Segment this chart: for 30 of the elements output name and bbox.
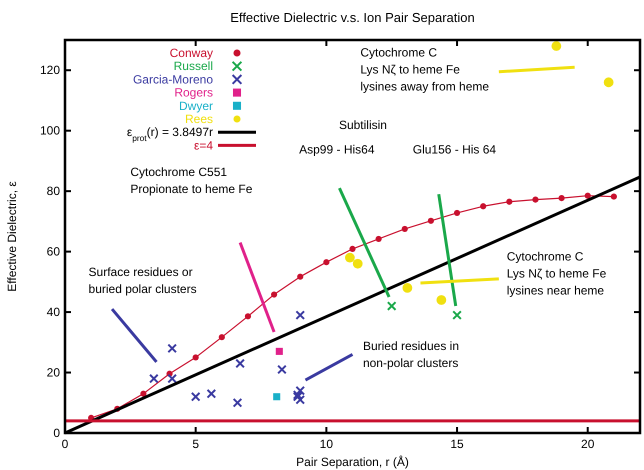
- y-tick-label: 120: [40, 63, 60, 78]
- annotation: Cytochrome C Lys Nζ to heme Fe lysines near heme: [506, 250, 607, 298]
- legend-label: Dwyer: [178, 98, 213, 113]
- x-tick-label: 0: [62, 437, 69, 451]
- x-axis-title: Pair Separation, r (Å): [296, 455, 409, 469]
- annotation: Surface residues or buried polar clusters: [88, 264, 197, 296]
- annotation: Cytochrome C Lys Nζ to heme Fe lysines away from heme: [360, 46, 490, 94]
- x-tick-label: 20: [581, 437, 595, 451]
- chart-title: Effective Dielectric v.s. Ion Pair Separation: [230, 10, 475, 25]
- legend-label: Garcia-Moreno: [132, 72, 214, 86]
- legend-label: Rees: [184, 112, 213, 126]
- y-tick-label: 40: [46, 305, 60, 320]
- legend-label: ε=4: [194, 138, 214, 152]
- y-tick-label: 80: [46, 184, 60, 198]
- legend-label: Conway: [170, 46, 213, 60]
- x-tick-label: 10: [320, 437, 334, 451]
- annotation: Asp99 - His64: [299, 142, 375, 156]
- y-tick-label: 20: [46, 366, 60, 380]
- annotation: Cytochrome C551 Propionate to heme Fe: [130, 165, 253, 196]
- y-tick-label: 0: [53, 426, 60, 440]
- legend-label: Rogers: [174, 86, 213, 100]
- legend-label: Russell: [174, 59, 213, 74]
- annotation: Subtilisin: [338, 118, 387, 132]
- annotation: Buried residues in non-polar clusters: [362, 338, 460, 370]
- annotation: Glu156 - His 64: [412, 142, 496, 156]
- x-tick-label: 15: [450, 437, 464, 451]
- x-tick-label: 5: [192, 437, 200, 451]
- y-axis-title: Effective Dielectric, ε: [5, 180, 19, 292]
- y-tick-label: 100: [40, 124, 60, 138]
- y-tick-label: 60: [46, 244, 60, 259]
